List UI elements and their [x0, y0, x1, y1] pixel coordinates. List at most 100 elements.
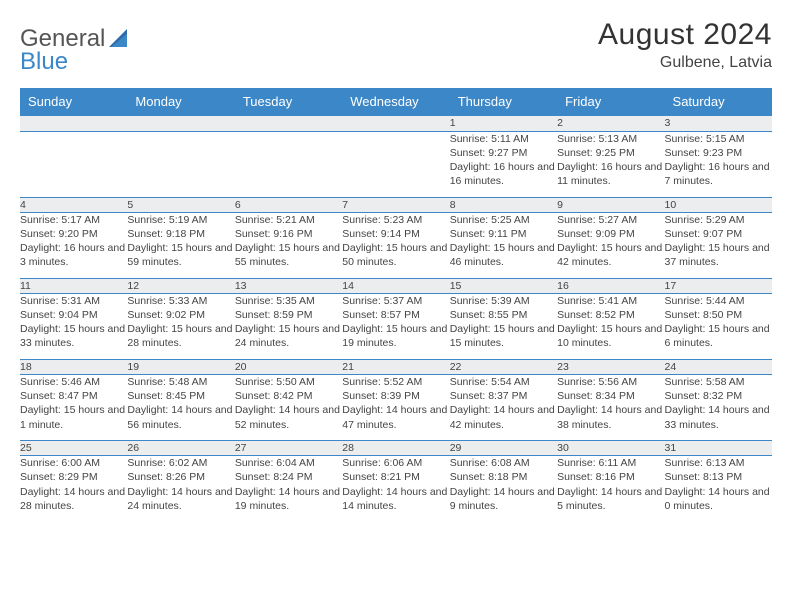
sunrise-text: Sunrise: 5:35 AM [235, 294, 342, 308]
calendar-header-row: SundayMondayTuesdayWednesdayThursdayFrid… [20, 88, 772, 116]
day-number-cell: 17 [665, 278, 772, 293]
day-number-cell: 14 [342, 278, 449, 293]
day-info-cell: Sunrise: 5:54 AMSunset: 8:37 PMDaylight:… [450, 375, 557, 441]
weekday-header: Monday [127, 88, 234, 116]
sunset-text: Sunset: 8:29 PM [20, 470, 127, 484]
sunrise-text: Sunrise: 5:44 AM [665, 294, 772, 308]
sunset-text: Sunset: 8:24 PM [235, 470, 342, 484]
day-info-cell: Sunrise: 6:04 AMSunset: 8:24 PMDaylight:… [235, 456, 342, 522]
daylight-text: Daylight: 14 hours and 0 minutes. [665, 485, 772, 513]
weekday-header: Sunday [20, 88, 127, 116]
day-number-cell: 6 [235, 197, 342, 212]
day-number-cell [235, 116, 342, 131]
location-label: Gulbene, Latvia [598, 54, 772, 72]
sunset-text: Sunset: 8:13 PM [665, 470, 772, 484]
sunrise-text: Sunrise: 5:31 AM [20, 294, 127, 308]
sunset-text: Sunset: 9:23 PM [665, 146, 772, 160]
day-info-cell: Sunrise: 5:50 AMSunset: 8:42 PMDaylight:… [235, 375, 342, 441]
day-number-cell: 28 [342, 441, 449, 456]
day-number-cell: 1 [450, 116, 557, 131]
sunrise-text: Sunrise: 6:08 AM [450, 456, 557, 470]
daylight-text: Daylight: 16 hours and 11 minutes. [557, 160, 664, 188]
day-number-cell: 3 [665, 116, 772, 131]
day-number-cell: 26 [127, 441, 234, 456]
day-number-cell: 11 [20, 278, 127, 293]
sunrise-text: Sunrise: 5:27 AM [557, 213, 664, 227]
day-info-cell: Sunrise: 5:41 AMSunset: 8:52 PMDaylight:… [557, 293, 664, 359]
day-info-cell: Sunrise: 5:13 AMSunset: 9:25 PMDaylight:… [557, 131, 664, 197]
sunset-text: Sunset: 9:07 PM [665, 227, 772, 241]
day-number-cell: 31 [665, 441, 772, 456]
daylight-text: Daylight: 15 hours and 1 minute. [20, 403, 127, 431]
day-info-cell: Sunrise: 5:39 AMSunset: 8:55 PMDaylight:… [450, 293, 557, 359]
day-number-cell: 21 [342, 359, 449, 374]
day-number-cell: 18 [20, 359, 127, 374]
daylight-text: Daylight: 15 hours and 28 minutes. [127, 322, 234, 350]
day-number-cell: 10 [665, 197, 772, 212]
sunset-text: Sunset: 9:09 PM [557, 227, 664, 241]
day-info-cell: Sunrise: 5:11 AMSunset: 9:27 PMDaylight:… [450, 131, 557, 197]
logo-sail-icon [109, 29, 131, 49]
sunset-text: Sunset: 8:18 PM [450, 470, 557, 484]
daylight-text: Daylight: 16 hours and 3 minutes. [20, 241, 127, 269]
day-info-cell: Sunrise: 6:06 AMSunset: 8:21 PMDaylight:… [342, 456, 449, 522]
sunrise-text: Sunrise: 6:11 AM [557, 456, 664, 470]
day-number-cell: 4 [20, 197, 127, 212]
day-number-cell: 29 [450, 441, 557, 456]
daylight-text: Daylight: 15 hours and 15 minutes. [450, 322, 557, 350]
sunrise-text: Sunrise: 5:56 AM [557, 375, 664, 389]
day-info-cell [127, 131, 234, 197]
sunset-text: Sunset: 9:27 PM [450, 146, 557, 160]
sunset-text: Sunset: 9:11 PM [450, 227, 557, 241]
day-number-cell [20, 116, 127, 131]
sunset-text: Sunset: 8:21 PM [342, 470, 449, 484]
day-info-cell: Sunrise: 5:21 AMSunset: 9:16 PMDaylight:… [235, 212, 342, 278]
weekday-header: Tuesday [235, 88, 342, 116]
logo: General Blue [20, 18, 160, 74]
sunset-text: Sunset: 9:16 PM [235, 227, 342, 241]
day-number-cell: 13 [235, 278, 342, 293]
day-info-cell [342, 131, 449, 197]
day-number-cell: 15 [450, 278, 557, 293]
sunrise-text: Sunrise: 5:50 AM [235, 375, 342, 389]
sunset-text: Sunset: 8:42 PM [235, 389, 342, 403]
daylight-text: Daylight: 14 hours and 42 minutes. [450, 403, 557, 431]
sunrise-text: Sunrise: 5:33 AM [127, 294, 234, 308]
day-number-cell: 30 [557, 441, 664, 456]
sunrise-text: Sunrise: 5:17 AM [20, 213, 127, 227]
day-info-cell: Sunrise: 5:48 AMSunset: 8:45 PMDaylight:… [127, 375, 234, 441]
logo-word2: Blue [20, 49, 160, 74]
sunrise-text: Sunrise: 5:39 AM [450, 294, 557, 308]
sunset-text: Sunset: 8:57 PM [342, 308, 449, 322]
day-number-cell: 19 [127, 359, 234, 374]
page-title: August 2024 [598, 18, 772, 52]
sunrise-text: Sunrise: 5:23 AM [342, 213, 449, 227]
sunrise-text: Sunrise: 6:13 AM [665, 456, 772, 470]
day-number-cell: 24 [665, 359, 772, 374]
daylight-text: Daylight: 14 hours and 24 minutes. [127, 485, 234, 513]
daylight-text: Daylight: 15 hours and 19 minutes. [342, 322, 449, 350]
day-info-cell [235, 131, 342, 197]
title-block: August 2024 Gulbene, Latvia [598, 18, 772, 72]
page-header: General Blue August 2024 Gulbene, Latvia [20, 18, 772, 74]
sunset-text: Sunset: 8:32 PM [665, 389, 772, 403]
day-info-cell: Sunrise: 5:23 AMSunset: 9:14 PMDaylight:… [342, 212, 449, 278]
day-info-cell: Sunrise: 6:11 AMSunset: 8:16 PMDaylight:… [557, 456, 664, 522]
day-info-cell: Sunrise: 5:52 AMSunset: 8:39 PMDaylight:… [342, 375, 449, 441]
sunrise-text: Sunrise: 6:06 AM [342, 456, 449, 470]
sunset-text: Sunset: 8:26 PM [127, 470, 234, 484]
day-number-cell: 16 [557, 278, 664, 293]
daylight-text: Daylight: 16 hours and 7 minutes. [665, 160, 772, 188]
day-info-cell: Sunrise: 6:13 AMSunset: 8:13 PMDaylight:… [665, 456, 772, 522]
daylight-text: Daylight: 15 hours and 24 minutes. [235, 322, 342, 350]
day-info-cell: Sunrise: 6:00 AMSunset: 8:29 PMDaylight:… [20, 456, 127, 522]
sunrise-text: Sunrise: 5:58 AM [665, 375, 772, 389]
sunrise-text: Sunrise: 5:21 AM [235, 213, 342, 227]
weekday-header: Friday [557, 88, 664, 116]
day-info-cell: Sunrise: 5:29 AMSunset: 9:07 PMDaylight:… [665, 212, 772, 278]
sunrise-text: Sunrise: 5:54 AM [450, 375, 557, 389]
daylight-text: Daylight: 14 hours and 19 minutes. [235, 485, 342, 513]
day-info-cell [20, 131, 127, 197]
sunrise-text: Sunrise: 5:46 AM [20, 375, 127, 389]
sunset-text: Sunset: 8:45 PM [127, 389, 234, 403]
